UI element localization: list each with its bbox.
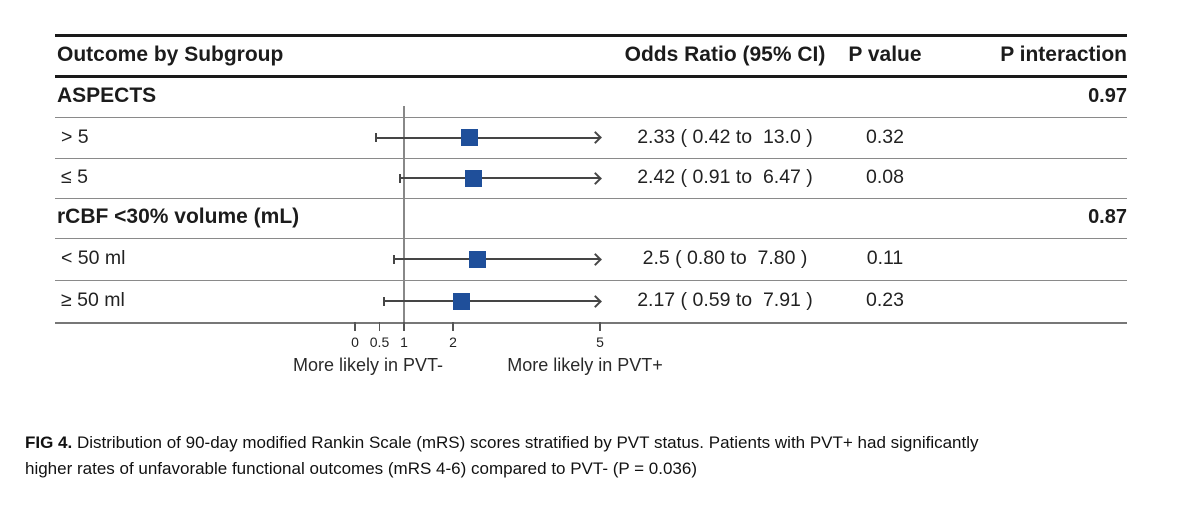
or-ci-text: 2.42 ( 0.91 to 6.47 ) — [637, 166, 813, 188]
caption-line-1-text: Distribution of 90-day modified Rankin S… — [76, 433, 979, 452]
subgroup-row-label: ≤ 5 — [61, 166, 88, 188]
odds-ratio-header-label: Odds Ratio (95% CI) — [624, 43, 826, 66]
axis-tick — [452, 322, 454, 331]
axis-tick — [354, 322, 356, 331]
figure-caption: FIG 4. Distribution of 90-day modified R… — [25, 430, 1165, 482]
fig-number-label: FIG 4. — [25, 433, 73, 452]
axis-tick-label: 1 — [400, 334, 408, 350]
p-interaction-header-label: P interaction — [1000, 43, 1127, 66]
axis-tick — [403, 322, 405, 331]
ci-arrowhead — [589, 131, 602, 144]
group-row-label: ASPECTS — [57, 83, 157, 107]
p-value-text: 0.08 — [866, 166, 904, 188]
p-value-header-label: P value — [848, 43, 922, 66]
axis-tick-label: 0 — [351, 334, 359, 350]
row-divider — [55, 280, 1127, 282]
p-interaction-value: 0.97 — [1088, 84, 1127, 107]
ci-cap — [393, 254, 396, 264]
ci-cap — [398, 173, 401, 183]
axis-label-pvt-minus: More likely in PVT- — [292, 355, 444, 375]
outcome-header-label: Outcome by Subgroup — [57, 43, 284, 66]
p-interaction-value: 0.87 — [1088, 206, 1127, 228]
ci-cap — [382, 296, 385, 306]
p-value-text: 0.11 — [866, 247, 904, 269]
caption-line-1: FIG 4. Distribution of 90-day modified R… — [25, 430, 1165, 456]
ci-cap — [374, 133, 377, 142]
group-row-label: rCBF <30% volume (mL) — [57, 205, 300, 228]
row-divider — [55, 238, 1127, 240]
ci-arrowhead — [589, 294, 602, 308]
axis-tick-label: 2 — [449, 334, 457, 350]
or-marker-square — [460, 129, 478, 146]
ci-whisker — [375, 136, 600, 139]
axis-tick — [599, 322, 601, 331]
subgroup-row-label: ≥ 50 ml — [61, 289, 125, 311]
subgroup-row-label: > 5 — [61, 125, 89, 148]
ci-whisker — [399, 177, 600, 179]
row-divider — [55, 117, 1127, 119]
or-marker-square — [465, 169, 483, 187]
or-ci-text: 2.5 ( 0.80 to 7.80 ) — [642, 247, 808, 269]
ci-arrowhead — [589, 252, 602, 266]
axis-tick-label: 5 — [596, 334, 604, 350]
ci-whisker — [383, 300, 600, 302]
or-marker-square — [469, 250, 486, 268]
subgroup-row-label: < 50 ml — [61, 247, 126, 269]
axis-tick — [378, 322, 381, 331]
p-value-text: 0.32 — [866, 125, 904, 148]
table-top-border — [55, 34, 1127, 37]
or-ci-text: 2.17 ( 0.59 to 7.91 ) — [637, 289, 813, 311]
header-divider — [55, 75, 1127, 78]
row-divider — [55, 198, 1127, 200]
axis-line — [55, 322, 1127, 324]
or-marker-square — [452, 292, 470, 310]
reference-line — [403, 106, 405, 322]
ci-arrowhead — [589, 171, 602, 185]
axis-label-pvt-plus: More likely in PVT+ — [507, 355, 663, 375]
p-value-text: 0.23 — [866, 289, 904, 311]
row-divider — [55, 158, 1127, 160]
or-ci-text: 2.33 ( 0.42 to 13.0 ) — [637, 125, 813, 148]
axis-tick-label: 0.5 — [369, 334, 390, 350]
ci-whisker — [394, 258, 600, 260]
caption-line-2: higher rates of unfavorable functional o… — [25, 459, 697, 478]
